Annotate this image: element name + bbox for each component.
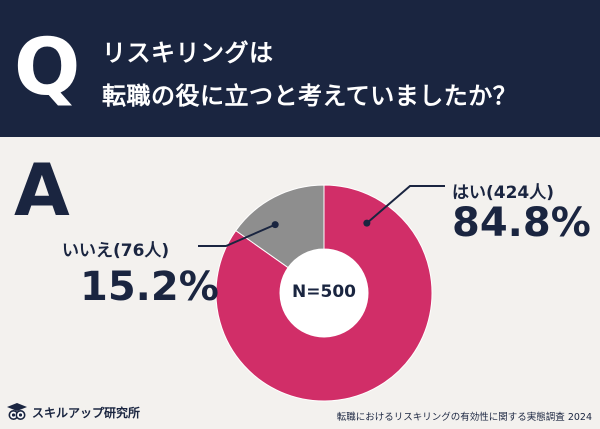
survey-source: 転職におけるリスキリングの有効性に関する実態調査 2024 [336, 412, 592, 423]
sample-size-label: N=500 [292, 282, 356, 302]
question-header: Q リスキリングは 転職の役に立つと考えていましたか？ [0, 0, 600, 137]
a-mark: A [14, 148, 70, 232]
brand-name: スキルアップ研究所 [32, 405, 141, 420]
question-line-1: リスキリングは [102, 39, 274, 67]
owl-graduate-icon [7, 403, 27, 420]
yes-slice-label: はい(424人) [452, 183, 555, 203]
no-slice-label: いいえ(76人) [62, 241, 170, 261]
yes-leader-line [366, 185, 445, 224]
no-leader-dot [271, 221, 279, 229]
donut-hole [280, 249, 368, 337]
yes-slice-percent: 84.8% [452, 200, 591, 246]
q-mark: Q [14, 23, 81, 113]
no-slice-percent: 15.2% [80, 264, 219, 310]
no-leader-line [198, 223, 276, 247]
yes-leader-dot [363, 219, 371, 227]
question-line-2: 転職の役に立つと考えていましたか？ [102, 82, 518, 110]
brand-logo: スキルアップ研究所 [6, 402, 140, 422]
